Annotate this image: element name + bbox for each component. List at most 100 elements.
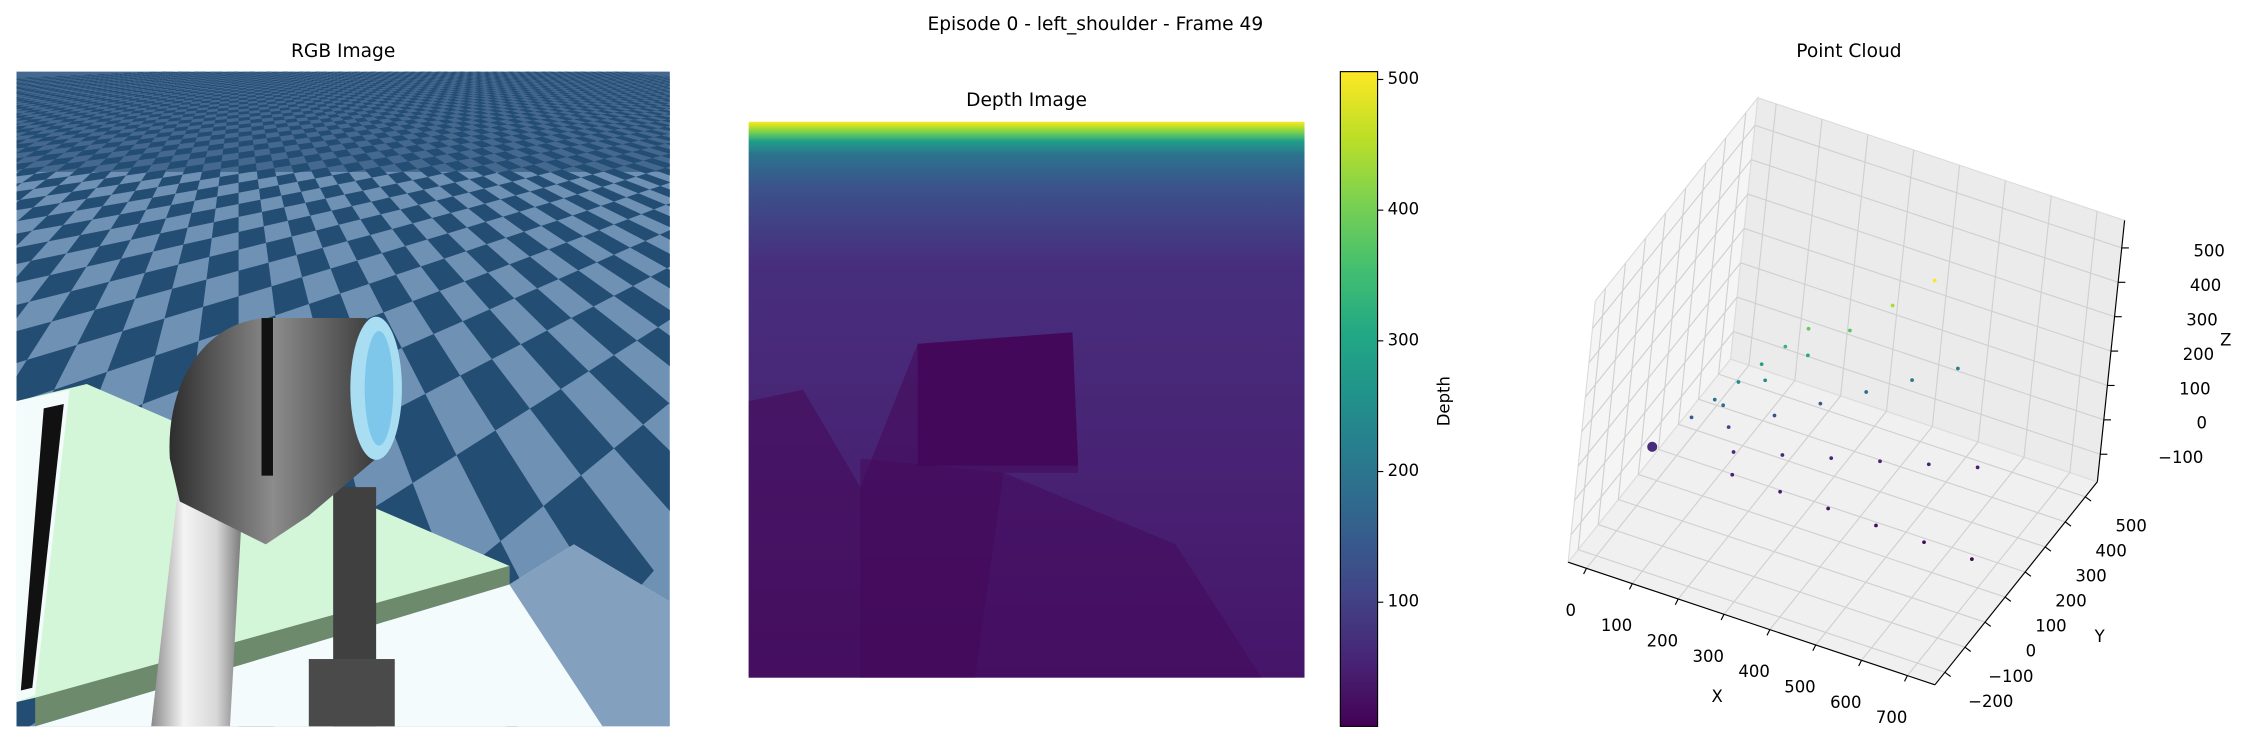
point [1778,489,1782,494]
x-tick-label: 100 [1601,616,1632,635]
grid-line [1577,262,2108,467]
point [1878,459,1882,464]
point [1772,413,1777,418]
grid-line [1584,193,2115,398]
point [1864,390,1869,394]
point [1647,441,1658,452]
y-tick-label: −100 [1988,667,2033,686]
grid-line [1597,263,1966,648]
y-axis-line [1934,481,2098,686]
z-tick-label: −100 [2158,448,2203,467]
point [1730,472,1735,477]
grid-line [1906,211,2098,676]
y-tick-label: 200 [2055,592,2086,611]
point [1763,378,1768,383]
point [1783,344,1788,349]
colorbar-tick-label: 200 [1388,461,1419,480]
x-tick-label: 300 [1693,647,1724,666]
y-tick-label: 100 [2035,617,2066,636]
y-tick-label: 300 [2075,567,2106,586]
point [1712,397,1717,402]
z-tick-label: 0 [2196,414,2206,433]
z-tick-label: 300 [2186,310,2217,329]
point [1926,462,1931,467]
x-tick [1766,629,1771,636]
panel-title: Point Cloud [1796,41,1901,62]
grid-line [1581,227,2112,432]
y-tick [1944,671,1952,678]
x-tick-label: 700 [1876,708,1907,727]
y-tick [2024,571,2032,577]
grid-line [1577,288,1946,673]
x-tick-label: 0 [1565,601,1575,620]
y-tick [1964,646,1972,652]
point [1780,453,1785,457]
point [1874,523,1878,528]
x-tick-label: 400 [1738,662,1769,681]
grid-line [1723,149,1915,615]
colorbar-tick-label: 400 [1388,200,1419,219]
point [1932,278,1937,283]
point [1970,557,1974,562]
grid-line [1592,124,2122,329]
y-tick [2084,496,2092,502]
x-tick-label: 200 [1647,631,1678,650]
x-tick-label: 500 [1784,677,1815,696]
colorbar [1339,71,1379,727]
panel-title: Depth Image [966,90,1087,111]
colorbar-tick-label: 100 [1388,592,1419,611]
point [1956,366,1960,371]
rgb-image [16,71,670,727]
grid-line [1588,159,2119,364]
grid-line [1697,137,2066,523]
grid-line [1677,162,2046,548]
y-tick-label: 0 [2026,642,2036,661]
grid-line [1657,187,2026,573]
point [1975,465,1980,470]
point [1818,401,1823,406]
grid-line [1815,180,2006,646]
grid-line [1861,195,2052,661]
depth-image [748,121,1305,678]
grid-line [1677,134,1869,600]
x-tick-label: 600 [1830,693,1861,712]
y-tick-label: 400 [2095,541,2126,560]
point [1826,506,1830,511]
point [1731,450,1736,454]
x-tick [1628,583,1633,590]
y-tick [2004,596,2012,602]
panel-title: RGB Image [291,41,395,62]
point [1922,540,1926,545]
point [1721,403,1726,408]
point [1890,303,1895,308]
point [1806,353,1810,358]
z-tick-label: 400 [2190,276,2221,295]
y-axis-label: Y [2094,627,2106,646]
grid-line [1574,296,2105,501]
y-tick-label: −200 [1968,692,2013,711]
x-tick [1720,614,1725,621]
z-tick-label: 200 [2183,345,2214,364]
point [1759,362,1764,367]
grid-line [1631,119,1823,585]
point [1829,456,1834,460]
y-tick [2064,521,2072,527]
figure-title: Episode 0 - left_shoulder - Frame 49 [927,14,1263,35]
x-tick [1583,568,1587,575]
grid-line [1769,165,1961,630]
colorbar-tick-label: 500 [1388,69,1419,88]
grid-line [1586,103,1777,569]
colorbar-label: Depth [1434,376,1453,426]
point [1910,378,1914,382]
grid-line [1637,213,2006,598]
grid-line [1717,112,2086,498]
x-tick [1674,598,1679,605]
point [1726,425,1731,429]
x-tick [1812,644,1817,651]
z-tick-label: 100 [2179,379,2210,398]
z-axis-label: Z [2220,330,2231,349]
x-tick [1904,675,1908,682]
colorbar-tick-label: 300 [1388,330,1419,349]
y-tick [2044,546,2052,552]
